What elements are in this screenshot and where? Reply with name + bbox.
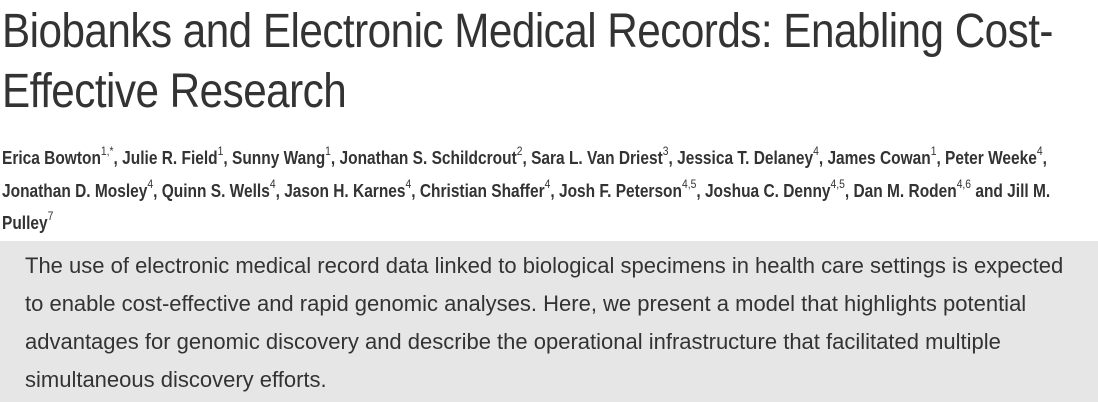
author-name[interactable]: Jessica T. Delaney [677, 148, 814, 168]
author-affiliation-marker[interactable]: 4 [405, 176, 412, 191]
author-separator: , [411, 180, 420, 201]
author-separator: , [936, 148, 946, 168]
author-separator: , [330, 148, 340, 168]
author-separator: , [1042, 148, 1047, 168]
author-separator: , [113, 148, 123, 168]
author-name[interactable]: James Cowan [827, 148, 931, 168]
author-name[interactable]: Jonathan S. Schildcrout [339, 148, 517, 168]
author-affiliation-marker[interactable]: 4 [544, 176, 551, 191]
author-name[interactable]: Julie R. Field [122, 148, 218, 168]
author-separator: , [153, 180, 162, 201]
author-name[interactable]: Erica Bowton [2, 148, 101, 168]
author-affiliation-marker[interactable]: 4 [813, 144, 819, 158]
author-affiliation-marker[interactable]: 1 [325, 144, 331, 158]
author-affiliation-marker[interactable]: 3 [662, 144, 669, 158]
article-title: Biobanks and Electronic Medical Records:… [2, 5, 1054, 118]
author-list: Erica Bowton1,*, Julie R. Field1, Sunny … [2, 142, 1060, 240]
author-separator: , [522, 148, 532, 168]
author-affiliation-marker[interactable]: 1,* [100, 144, 114, 158]
author-separator: , [550, 180, 559, 201]
author-affiliation-marker[interactable]: 4,6 [956, 176, 972, 191]
author-affiliation-marker[interactable]: 1 [930, 144, 937, 158]
author-name[interactable]: Sunny Wang [232, 148, 326, 168]
author-affiliation-marker[interactable]: 4,5 [830, 176, 845, 191]
author-affiliation-marker[interactable]: 4 [269, 176, 276, 191]
author-separator: , [275, 180, 285, 201]
abstract-box: The use of electronic medical record dat… [0, 241, 1098, 402]
author-name[interactable]: Sara L. Van Driest [531, 148, 663, 168]
author-name[interactable]: Joshua C. Denny [704, 180, 831, 201]
author-affiliation-marker[interactable]: 4,5 [681, 176, 697, 191]
author-separator: , [818, 148, 828, 168]
author-separator: , [668, 148, 678, 168]
author-name[interactable]: Jonathan D. Mosley [2, 180, 148, 201]
author-affiliation-marker[interactable]: 7 [47, 209, 54, 223]
author-separator: , [696, 180, 705, 201]
author-separator: , [844, 180, 854, 201]
author-name[interactable]: Josh F. Peterson [558, 180, 682, 201]
author-name[interactable]: Jason H. Karnes [284, 180, 406, 201]
author-separator: , [223, 148, 233, 168]
author-affiliation-marker[interactable]: 1 [217, 144, 224, 158]
author-affiliation-marker[interactable]: 4 [1036, 144, 1043, 158]
author-name[interactable]: Dan M. Roden [853, 180, 957, 201]
abstract-text: The use of electronic medical record dat… [25, 253, 1064, 392]
author-name[interactable]: Peter Weeke [945, 148, 1037, 168]
author-affiliation-marker[interactable]: 2 [516, 144, 523, 158]
author-name[interactable]: Jill M. Pulley [2, 180, 1051, 234]
author-name[interactable]: Quinn S. Wells [161, 180, 270, 201]
author-name[interactable]: Christian Shaffer [419, 180, 545, 201]
author-affiliation-marker[interactable]: 4 [147, 176, 154, 191]
author-separator: and [971, 180, 1008, 201]
